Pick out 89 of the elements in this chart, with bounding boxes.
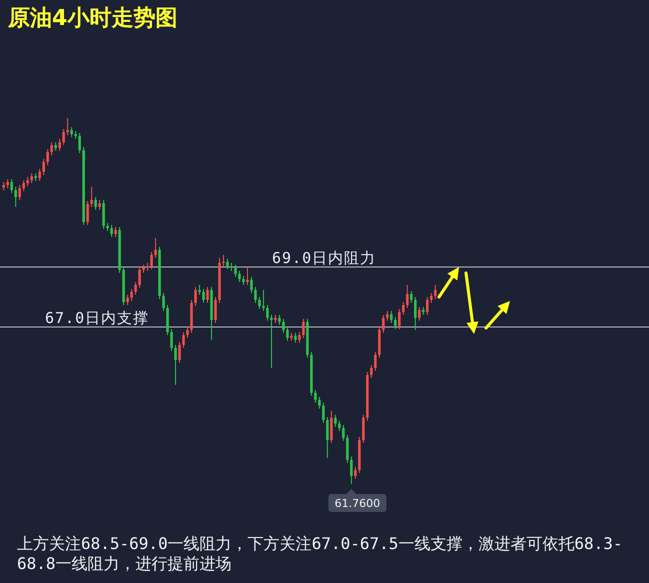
candlestick	[386, 310, 389, 322]
candlestick	[338, 420, 341, 432]
candlestick	[314, 389, 317, 404]
candlestick	[374, 351, 377, 372]
candlestick	[318, 396, 321, 410]
ref-line-label: 69.0日内阻力	[272, 248, 376, 267]
candlestick	[302, 318, 305, 338]
candlestick	[110, 224, 113, 238]
candlestick	[342, 424, 345, 442]
candlestick	[78, 132, 81, 154]
candlestick	[406, 284, 409, 308]
candlestick	[286, 326, 289, 342]
candlestick	[326, 416, 329, 459]
candlestick	[430, 292, 433, 304]
candlestick	[222, 254, 225, 267]
candlestick	[322, 402, 325, 424]
candlestick	[362, 414, 365, 444]
candlestick	[354, 466, 357, 480]
candlestick	[278, 314, 281, 326]
candlestick	[70, 126, 73, 138]
candlestick	[282, 318, 285, 334]
candlestick	[270, 314, 273, 368]
candlestick	[194, 286, 197, 307]
candlestick	[258, 296, 261, 310]
candlestick	[414, 296, 417, 330]
candlestick	[254, 286, 257, 304]
candlestick	[294, 332, 297, 344]
candlestick	[86, 200, 89, 226]
candlestick	[26, 176, 29, 187]
candlestick	[410, 290, 413, 304]
candlestick	[18, 184, 21, 200]
candlestick	[186, 326, 189, 338]
candlestick	[182, 332, 185, 348]
candlestick	[398, 308, 401, 330]
candlestick	[46, 148, 49, 166]
candlestick	[126, 294, 129, 306]
candlestick	[6, 178, 9, 189]
candlestick	[50, 142, 53, 156]
candlestick	[138, 266, 141, 288]
text: 61.7600	[334, 496, 380, 510]
candlestick	[98, 199, 101, 210]
candlestick	[42, 158, 45, 176]
candlestick	[238, 270, 241, 282]
ref-line-label: 67.0日内支撑	[45, 308, 150, 327]
candlestick	[234, 264, 237, 278]
candlestick	[134, 281, 137, 296]
candlestick	[66, 118, 69, 136]
candlestick	[130, 288, 133, 302]
candlestick	[30, 172, 33, 184]
candlestick	[22, 180, 25, 192]
candlestick	[174, 344, 177, 386]
candlestick	[198, 284, 201, 296]
candlestick	[334, 414, 337, 428]
candlestick	[114, 226, 117, 238]
candlestick	[102, 199, 105, 230]
candlestick	[426, 296, 429, 316]
candlestick	[154, 238, 157, 258]
candlestick	[58, 138, 61, 152]
candlestick	[150, 251, 153, 270]
candlestick	[330, 410, 333, 444]
candlestick	[262, 290, 265, 312]
candlestick	[162, 292, 165, 312]
candlestick	[62, 128, 65, 146]
candlestick	[434, 284, 437, 300]
candlestick	[390, 310, 393, 324]
candlestick	[298, 332, 301, 344]
candlestick	[206, 286, 209, 304]
text: 上方关注68.5-69.0一线阻力，下方关注67.0-67.5一线支撑，激进者可依托68.3-68.8一线阻力，进行提前进场	[17, 534, 624, 574]
candlestick	[402, 302, 405, 316]
candlestick	[370, 364, 373, 378]
candlestick	[418, 306, 421, 322]
candlestick	[90, 186, 93, 208]
candlestick	[10, 178, 13, 194]
candlestick	[350, 456, 353, 484]
candlestick	[382, 314, 385, 334]
candlestick	[170, 328, 173, 352]
candlestick	[250, 276, 253, 294]
candlestick	[214, 296, 217, 324]
candlestick	[178, 341, 181, 364]
candlestick	[38, 168, 41, 182]
candlestick	[14, 186, 17, 208]
candlestick	[94, 196, 97, 210]
candlestick	[226, 258, 229, 270]
candlestick	[266, 304, 269, 322]
chart-title: 原油4小时走势图	[7, 6, 178, 31]
candlestick	[394, 316, 397, 330]
candlestick	[246, 266, 249, 286]
candlestick	[202, 288, 205, 304]
candlestick	[346, 434, 349, 464]
